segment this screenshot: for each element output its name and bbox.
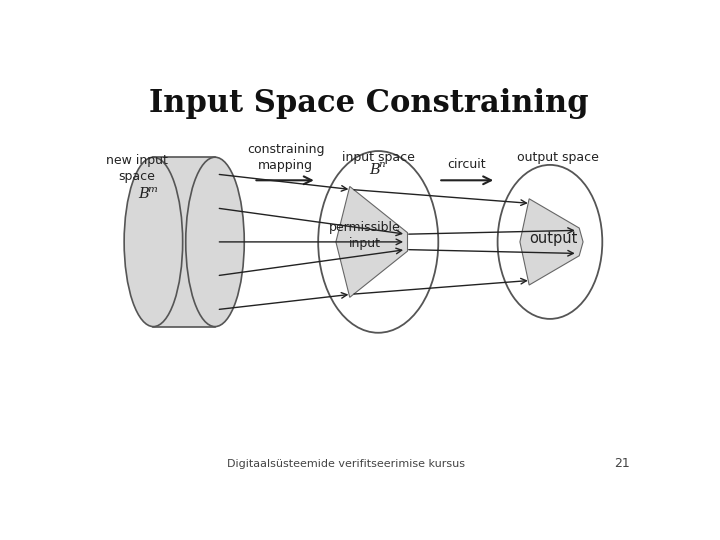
Ellipse shape [124, 157, 183, 327]
Text: B: B [369, 163, 379, 177]
Text: output: output [530, 231, 578, 246]
Ellipse shape [498, 165, 603, 319]
Text: 21: 21 [613, 457, 629, 470]
Text: m: m [148, 185, 157, 194]
Polygon shape [336, 186, 408, 298]
Text: circuit: circuit [447, 158, 486, 171]
Text: new input
space: new input space [106, 154, 167, 183]
Text: Input Space Constraining: Input Space Constraining [149, 88, 589, 119]
Polygon shape [520, 199, 583, 285]
Ellipse shape [318, 151, 438, 333]
Text: Digitaalsüsteemide verifitseerimise kursus: Digitaalsüsteemide verifitseerimise kurs… [227, 458, 465, 469]
Text: n: n [378, 160, 385, 170]
Text: output space: output space [517, 151, 598, 164]
Ellipse shape [186, 157, 244, 327]
Bar [153, 157, 215, 327]
Text: permissible
input: permissible input [329, 221, 401, 250]
Text: constraining
mapping: constraining mapping [247, 143, 325, 172]
Text: B: B [138, 187, 149, 201]
Text: input space: input space [342, 151, 415, 164]
